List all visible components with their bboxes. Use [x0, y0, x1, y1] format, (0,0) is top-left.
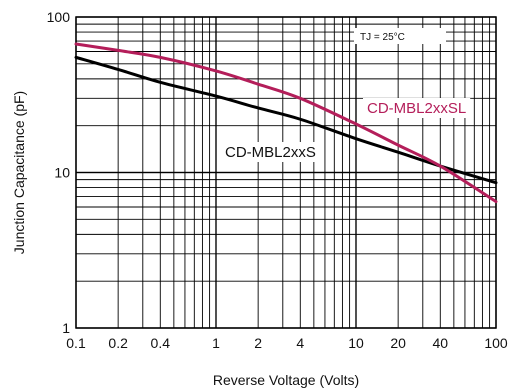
y-axis-label: Junction Capacitance (pF) [11, 91, 27, 254]
x-tick-label: 0.2 [108, 335, 128, 351]
temperature-annotation: TJ = 25°C [360, 32, 405, 43]
x-tick-label: 2 [254, 335, 262, 351]
x-tick-label: 100 [484, 335, 508, 351]
x-axis-label: Reverse Voltage (Volts) [213, 372, 359, 388]
series-label-cd-mbl2xxsl: CD-MBL2xxSL [367, 100, 466, 117]
x-tick-label: 0.1 [66, 335, 86, 351]
series-label-cd-mbl2xxs: CD-MBL2xxS [225, 144, 316, 161]
x-tick-label: 40 [432, 335, 448, 351]
x-tick-label: 1 [212, 335, 220, 351]
series-line-1 [74, 42, 498, 204]
x-tick-label: 0.4 [151, 335, 171, 351]
x-tick-label: 4 [296, 335, 304, 351]
x-tick-label: 20 [390, 335, 406, 351]
series-label-background [221, 142, 320, 162]
series-label-background [363, 98, 471, 118]
x-tick-label: 10 [348, 335, 364, 351]
y-tick-labels: 1 10 100 [47, 9, 71, 336]
y-tick-label: 10 [54, 165, 70, 181]
x-tick-labels: 0.1 0.2 0.4 1 2 4 10 20 40 100 [66, 335, 508, 351]
series-lines [74, 42, 498, 204]
grid [75, 16, 497, 329]
plot-frame [75, 16, 497, 329]
y-tick-label: 100 [47, 9, 71, 25]
annotation-background [354, 28, 446, 44]
series-line-0 [74, 55, 498, 185]
y-tick-label: 1 [62, 320, 70, 336]
